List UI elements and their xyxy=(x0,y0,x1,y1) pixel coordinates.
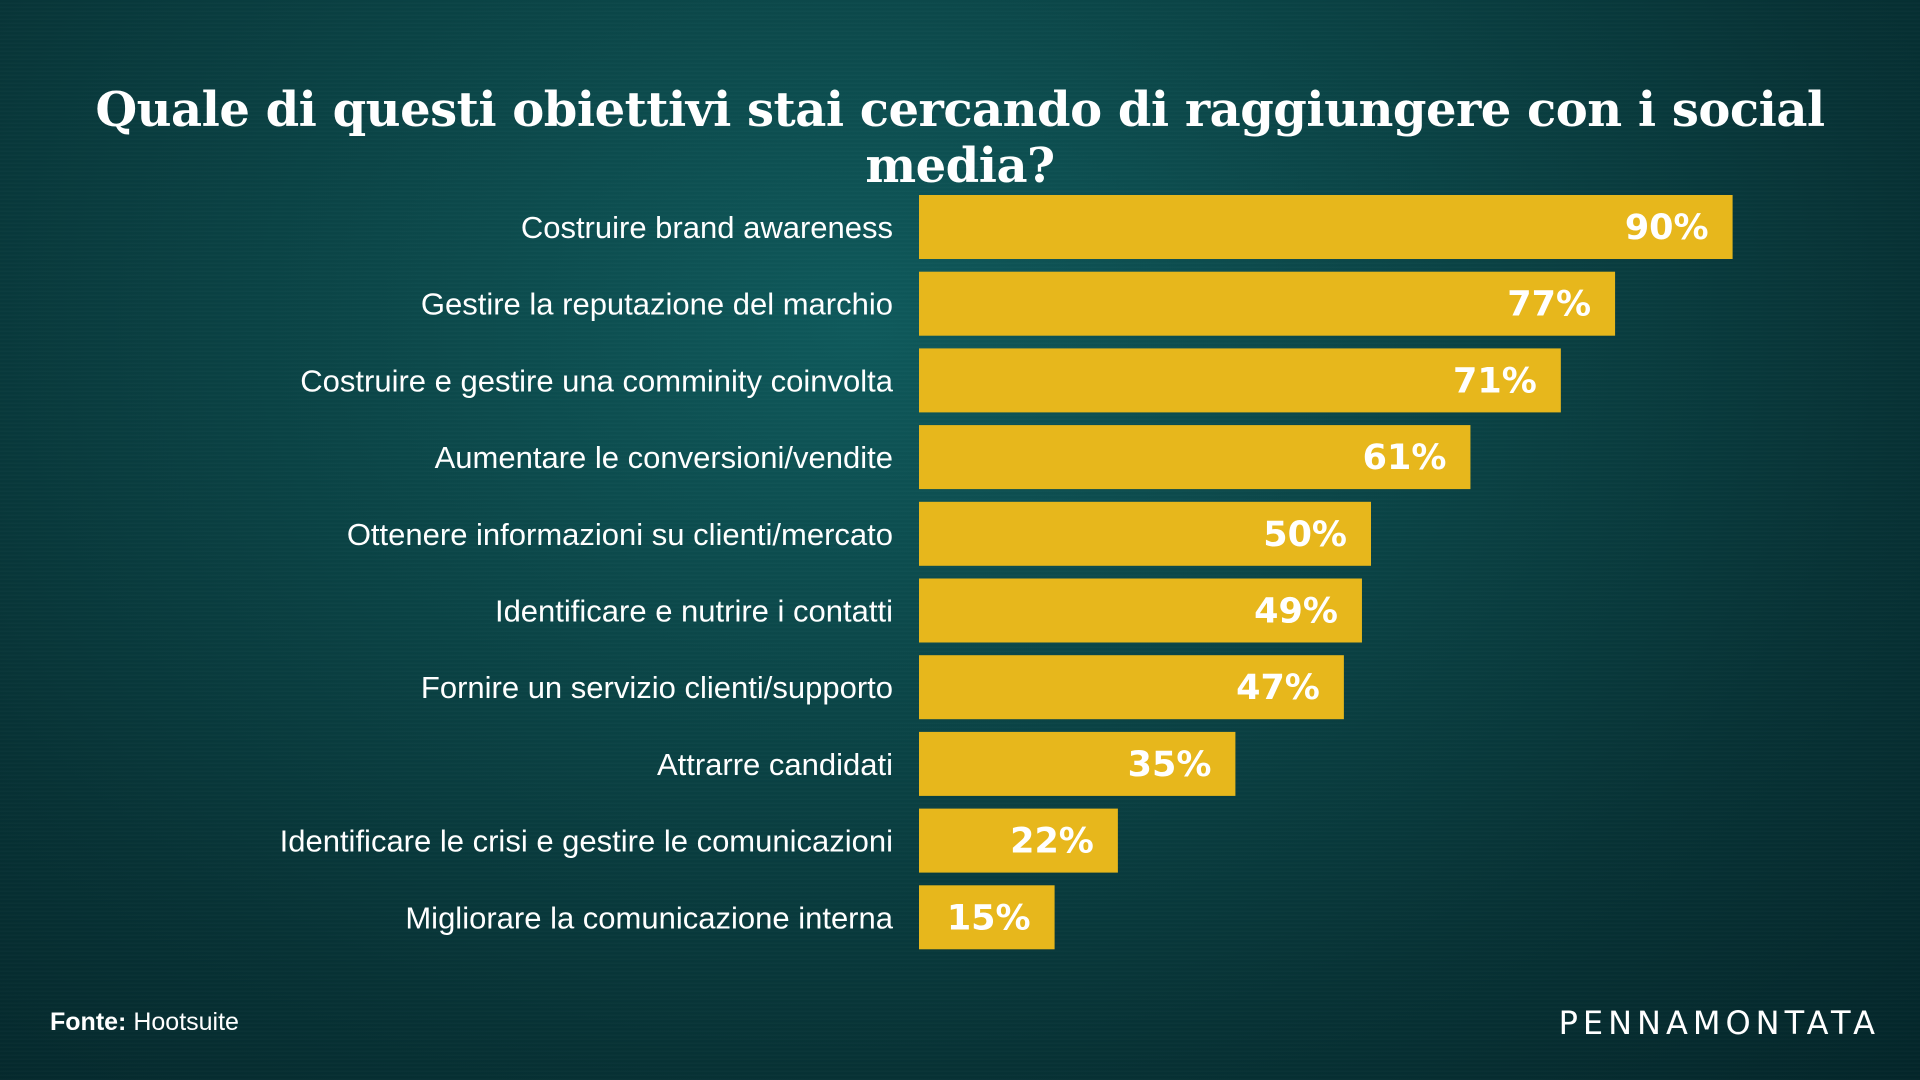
value-label: 50% xyxy=(1263,515,1347,555)
bar-1 xyxy=(919,195,1733,259)
bar-6 xyxy=(919,578,1362,643)
value-label: 47% xyxy=(1236,668,1320,708)
category-label: Fornire un servizio clienti/supporto xyxy=(421,670,893,705)
bar-7 xyxy=(919,655,1344,720)
source-note: Fonte: Hootsuite xyxy=(50,1008,239,1037)
brand-logo: PENNAMONTATA xyxy=(1558,1004,1880,1042)
category-label: Costruire brand awareness xyxy=(521,210,893,245)
bar-3 xyxy=(919,348,1561,413)
source-name: Hootsuite xyxy=(133,1008,239,1036)
bar-10 xyxy=(919,885,1055,950)
value-label: 35% xyxy=(1128,745,1212,785)
category-label: Attrarre candidati xyxy=(657,747,893,782)
chart-title: Quale di questi obiettivi stai cercando … xyxy=(95,82,1825,194)
category-label: Gestire la reputazione del marchio xyxy=(421,287,893,322)
bar-5 xyxy=(919,501,1371,566)
value-label: 90% xyxy=(1625,208,1709,248)
category-label: Costruire e gestire una comminity coinvo… xyxy=(300,363,893,398)
bar-2 xyxy=(919,271,1616,336)
category-label: Ottenere informazioni su clienti/mercato xyxy=(347,517,893,552)
source-label: Fonte: xyxy=(50,1008,127,1036)
value-label: 77% xyxy=(1507,285,1591,325)
category-label: Aumentare le conversioni/vendite xyxy=(435,440,893,475)
category-label: Identificare e nutrire i contatti xyxy=(495,594,893,629)
value-label: 71% xyxy=(1453,361,1537,401)
value-label: 49% xyxy=(1254,592,1338,632)
bar-8 xyxy=(919,731,1236,796)
bar-4 xyxy=(919,425,1471,490)
category-label: Identificare le crisi e gestire le comun… xyxy=(280,824,893,859)
value-label: 15% xyxy=(947,898,1031,938)
value-label: 22% xyxy=(1010,822,1094,862)
category-label: Migliorare la comunicazione interna xyxy=(405,900,893,935)
value-label: 61% xyxy=(1363,438,1447,478)
bar-9 xyxy=(919,808,1118,873)
